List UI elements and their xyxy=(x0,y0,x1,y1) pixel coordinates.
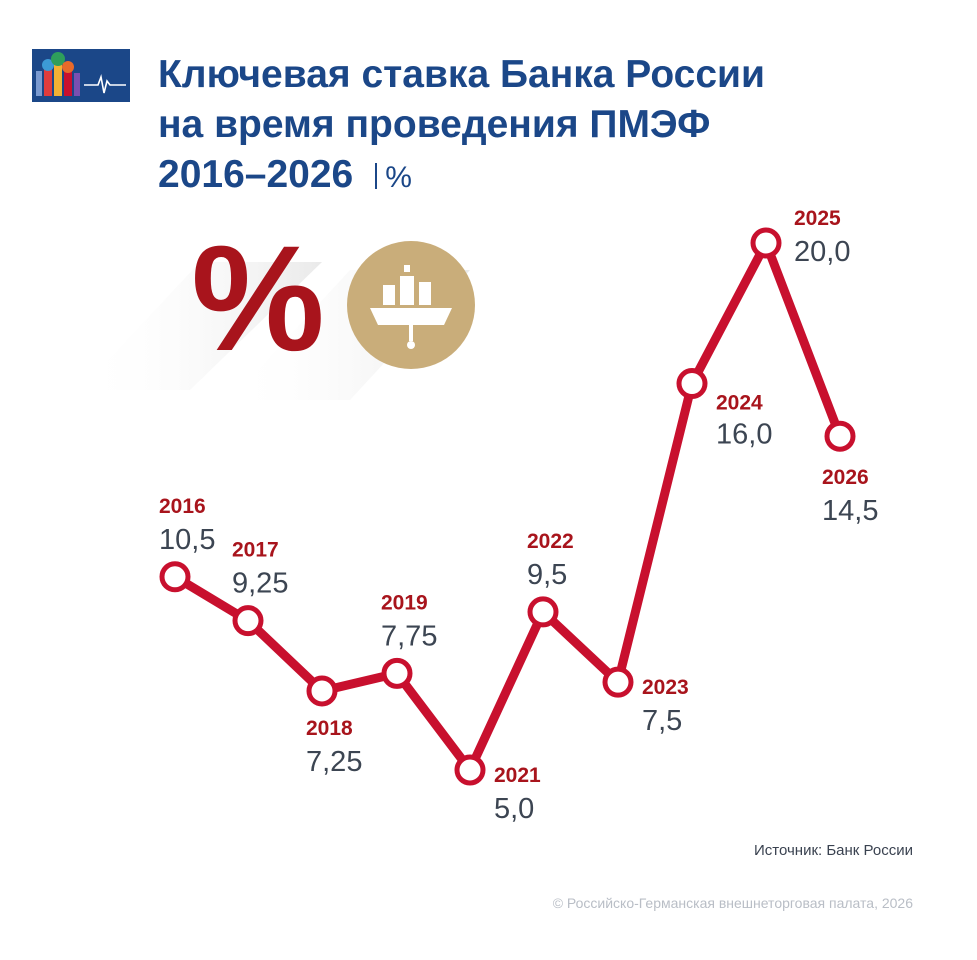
data-point-2018 xyxy=(306,675,338,707)
percent-shadow xyxy=(80,262,322,390)
ship-emblem-icon xyxy=(347,241,475,369)
chart-title: Ключевая ставка Банка России на время пр… xyxy=(158,50,765,203)
value-label-2023: 7,5 xyxy=(642,705,682,737)
value-label-2024: 16,0 xyxy=(716,419,772,451)
unit-text: % xyxy=(385,161,412,194)
series-line xyxy=(172,238,845,775)
year-label-2016: 2016 xyxy=(159,495,206,518)
year-label-2021: 2021 xyxy=(494,764,541,787)
year-label-2017: 2017 xyxy=(232,539,279,562)
year-label-2022: 2022 xyxy=(527,530,574,553)
value-label-2017: 9,25 xyxy=(232,568,288,600)
data-point-2016 xyxy=(159,561,191,593)
year-label-2018: 2018 xyxy=(306,717,353,740)
data-point-2026 xyxy=(824,420,856,452)
chamber-logo xyxy=(32,49,130,102)
year-label-2024: 2024 xyxy=(716,392,763,415)
data-point-2023 xyxy=(602,666,634,698)
value-label-2019: 7,75 xyxy=(381,620,437,652)
value-label-2016: 10,5 xyxy=(159,524,215,556)
value-label-2026: 14,5 xyxy=(822,495,878,527)
data-point-2024 xyxy=(676,368,708,400)
copyright-note: © Российско-Германская внешнеторговая па… xyxy=(552,895,913,911)
value-label-2021: 5,0 xyxy=(494,793,534,825)
title-line-1: Ключевая ставка Банка России xyxy=(158,53,765,96)
value-label-2018: 7,25 xyxy=(306,746,362,778)
value-label-2025: 20,0 xyxy=(794,236,850,268)
year-label-2026: 2026 xyxy=(822,466,869,489)
value-label-2022: 9,5 xyxy=(527,559,567,591)
source-note: Источник: Банк России xyxy=(753,842,913,859)
title-line-2: на время проведения ПМЭФ xyxy=(158,103,711,146)
data-point-2019 xyxy=(381,657,413,689)
data-point-2021 xyxy=(454,754,486,786)
title-line-3: 2016–2026 xyxy=(158,153,354,196)
year-label-2019: 2019 xyxy=(381,591,428,614)
data-point-2017 xyxy=(232,605,264,637)
data-point-2022 xyxy=(527,596,559,628)
year-label-2023: 2023 xyxy=(642,676,689,699)
unit-label: % xyxy=(375,161,412,194)
percent-icon: % xyxy=(191,214,324,382)
data-point-2025 xyxy=(750,227,782,259)
year-label-2025: 2025 xyxy=(794,207,841,230)
